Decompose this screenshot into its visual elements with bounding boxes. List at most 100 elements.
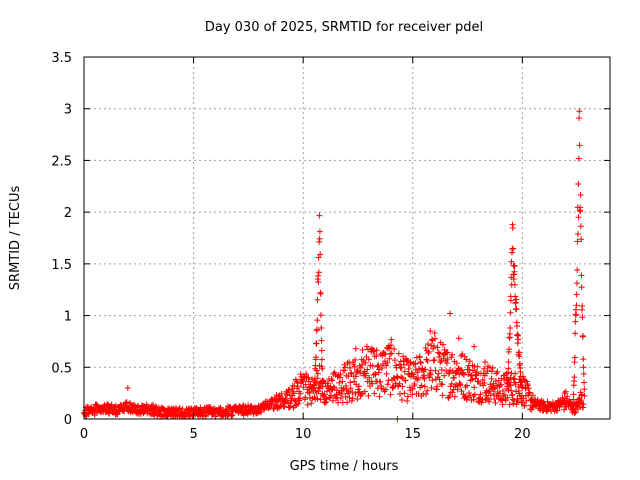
data-point [347, 379, 354, 386]
data-point [401, 368, 408, 375]
data-point [315, 269, 322, 276]
data-point [485, 388, 492, 395]
data-point [460, 371, 467, 378]
chart-title: Day 030 of 2025, SRMTID for receiver pde… [205, 20, 483, 35]
data-point [386, 355, 393, 362]
data-point [398, 396, 405, 403]
data-point [417, 360, 424, 367]
data-point [398, 374, 405, 381]
data-point [297, 371, 304, 378]
data-point [317, 251, 324, 258]
data-point [337, 395, 344, 402]
data-point [579, 314, 586, 321]
data-point [509, 246, 516, 253]
data-point [577, 223, 584, 230]
data-point [496, 390, 503, 397]
data-point [409, 385, 416, 392]
data-point [372, 371, 379, 378]
data-point [305, 389, 312, 396]
data-point [526, 390, 533, 397]
data-point [362, 359, 369, 366]
y-tick-label: 0 [64, 413, 72, 428]
data-point [505, 365, 512, 372]
data-point [507, 324, 514, 331]
data-point [505, 359, 512, 366]
data-point [580, 401, 587, 408]
data-point [342, 382, 349, 389]
data-point [554, 407, 561, 414]
data-point [369, 380, 376, 387]
data-point [315, 279, 322, 286]
data-point [571, 354, 578, 361]
data-point [382, 386, 389, 393]
data-point [398, 364, 405, 371]
data-point [339, 378, 346, 385]
data-point [432, 367, 439, 374]
data-point [504, 394, 511, 401]
data-point [437, 359, 444, 366]
data-point [472, 375, 479, 382]
data-point [349, 389, 356, 396]
data-point [384, 359, 391, 366]
data-point [387, 342, 394, 349]
data-point [463, 356, 470, 363]
data-point [371, 390, 378, 397]
data-point [441, 372, 448, 379]
x-tick-labels: 0 5 10 15 20 [80, 427, 531, 442]
data-point [436, 353, 443, 360]
data-point [202, 413, 209, 420]
x-tick-label: 10 [295, 427, 312, 442]
data-point [385, 377, 392, 384]
data-point [396, 391, 403, 398]
data-point [387, 350, 394, 357]
data-point [507, 309, 514, 316]
data-point [359, 361, 366, 368]
data-point [422, 366, 429, 373]
data-point [514, 398, 521, 405]
data-point [486, 398, 493, 405]
data-point [512, 306, 519, 313]
data-point [411, 381, 418, 388]
data-point [439, 392, 446, 399]
data-point [370, 347, 377, 354]
data-point [513, 305, 520, 312]
data-point [578, 284, 585, 291]
data-point [422, 345, 429, 352]
data-point [455, 335, 462, 342]
data-point [523, 397, 530, 404]
data-point [577, 191, 584, 198]
data-point [176, 405, 183, 412]
data-point [544, 398, 551, 405]
data-point [464, 382, 471, 389]
data-point [443, 368, 450, 375]
data-point [424, 358, 431, 365]
data-point [314, 326, 321, 333]
data-point [312, 354, 319, 361]
data-point [574, 238, 581, 245]
data-point [404, 357, 411, 364]
data-point [404, 393, 411, 400]
data-point [123, 399, 130, 406]
data-point [473, 369, 480, 376]
data-point [431, 329, 438, 336]
data-point [436, 350, 443, 357]
data-point [374, 363, 381, 370]
data-point [481, 379, 488, 386]
data-point [268, 401, 275, 408]
data-point [477, 380, 484, 387]
data-point [376, 393, 383, 400]
data-point [562, 388, 569, 395]
data-point [512, 370, 519, 377]
data-point [388, 336, 395, 343]
data-point [492, 399, 499, 406]
data-point [357, 364, 364, 371]
data-point [458, 388, 465, 395]
data-point [512, 293, 519, 300]
data-point [435, 370, 442, 377]
data-point [486, 387, 493, 394]
data-point [469, 376, 476, 383]
data-point [578, 236, 585, 243]
data-point [316, 235, 323, 242]
data-point [561, 390, 568, 397]
data-point [425, 341, 432, 348]
